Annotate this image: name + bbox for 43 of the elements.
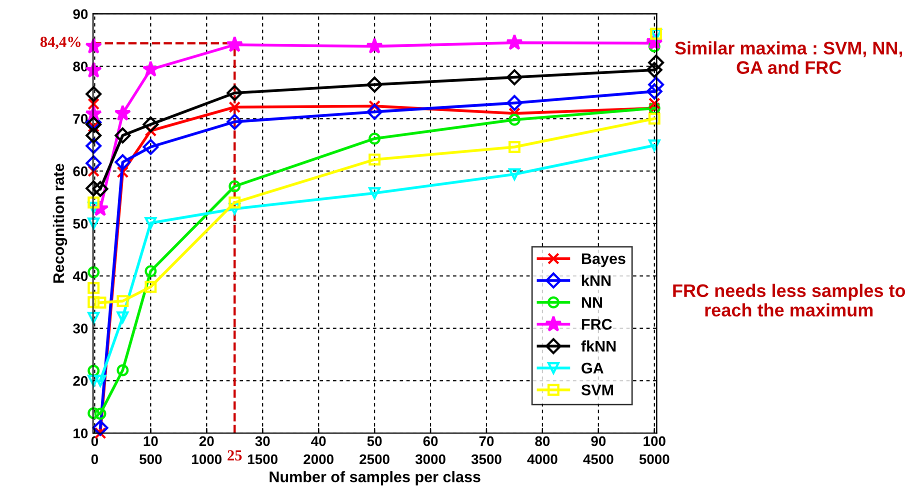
x-axis-title: Number of samples per class — [270, 471, 480, 486]
x2-tick-label: 4500 — [583, 454, 614, 464]
y-tick-label: 70 — [73, 114, 88, 124]
y-tick-label: 90 — [73, 9, 88, 20]
x-tick-label: 20 — [199, 436, 214, 446]
x-tick-label: 100 — [644, 436, 666, 446]
x2-tick-label: 5000 — [639, 454, 670, 464]
x2-tick-label: 2000 — [304, 454, 334, 464]
ref-line-label: 25 — [228, 450, 242, 461]
x2-tick-label: 2500 — [360, 454, 390, 464]
legend-label: fkNN — [581, 340, 616, 352]
ref-line-label: 84,4% — [40, 36, 80, 50]
x2-tick-label: 500 — [140, 454, 162, 464]
x-tick-label: 50 — [367, 436, 382, 446]
x-tick-label: 70 — [479, 436, 494, 446]
x-tick-label: 40 — [311, 436, 326, 446]
y-tick-label: 80 — [73, 62, 88, 72]
y-tick-label: 30 — [73, 324, 88, 334]
x2-tick-label: 1000 — [192, 454, 222, 464]
x-tick-label: 90 — [591, 436, 606, 446]
x-tick-label: 60 — [423, 436, 438, 446]
x2-tick-label: 3000 — [415, 454, 446, 464]
x2-tick-label: 4000 — [527, 454, 558, 464]
y-tick-label: 50 — [73, 218, 88, 229]
legend-label: FRC — [582, 318, 612, 330]
legend-label: Bayes — [582, 253, 626, 268]
x-tick-label: 10 — [144, 436, 158, 446]
legend-label: GA — [582, 362, 604, 374]
x-tick-label: 30 — [255, 436, 270, 446]
x-tick-label: 80 — [535, 436, 550, 446]
y-tick-label: 10 — [74, 428, 88, 438]
x2-tick-label: 0 — [91, 454, 98, 464]
x2-tick-label: 1500 — [248, 454, 278, 464]
y-tick-label: 40 — [72, 271, 88, 282]
legend-label: SVM — [581, 384, 614, 396]
legend-label: NN — [582, 297, 602, 308]
legend-label: kNN — [582, 274, 610, 286]
y-tick-label: 20 — [73, 376, 88, 386]
x2-tick-label: 3500 — [471, 454, 502, 464]
y-tick-label: 60 — [73, 166, 88, 176]
text: FRC needs less samples to reach the maximum — [673, 284, 906, 317]
text: Similar maxima : SVM, NN, GA and FRC — [675, 41, 902, 74]
y-axis-title: Recognition rate — [52, 164, 68, 283]
